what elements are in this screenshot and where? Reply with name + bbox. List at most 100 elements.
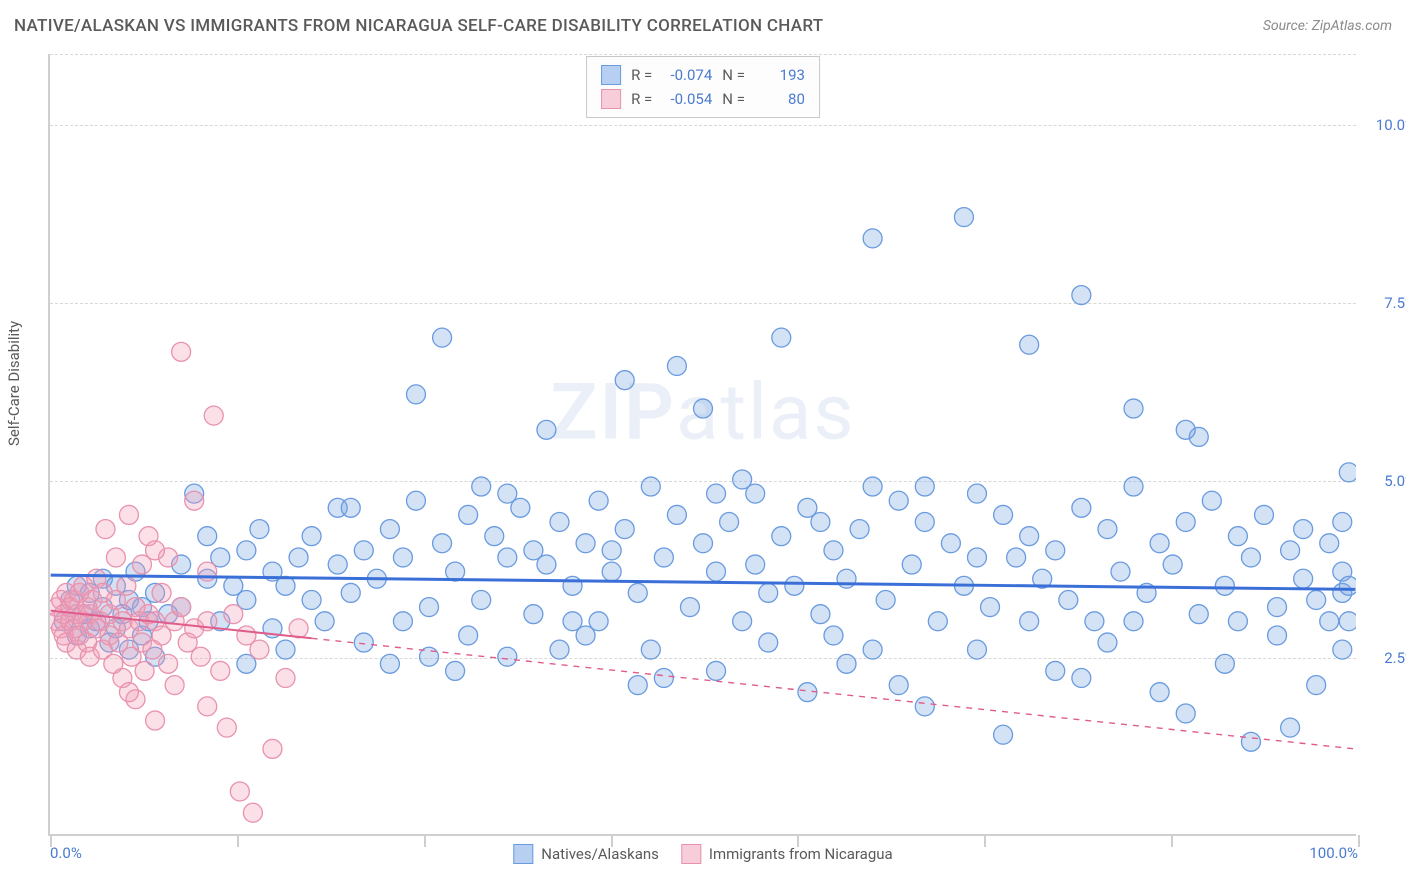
scatter-point (119, 683, 138, 702)
scatter-point (902, 555, 921, 574)
scatter-point (941, 534, 960, 553)
scatter-point (459, 505, 478, 524)
x-axis-label: 100.0% (1308, 844, 1358, 862)
scatter-point (772, 527, 791, 546)
scatter-point (393, 548, 412, 567)
scatter-point (654, 669, 673, 688)
scatter-point (119, 505, 138, 524)
scatter-point (263, 739, 282, 758)
scatter-point (498, 548, 517, 567)
source-name: ZipAtlas.com (1312, 18, 1392, 34)
scatter-point (393, 612, 412, 631)
scatter-point (915, 477, 934, 496)
x-tick (237, 835, 239, 847)
y-axis-title: Self-Care Disability (5, 321, 23, 446)
scatter-point (968, 548, 987, 567)
scatter-point (459, 626, 478, 645)
scatter-point (1215, 654, 1234, 673)
stat-n-value-nicaragua: 80 (755, 87, 805, 111)
x-tick (1171, 835, 1173, 847)
scatter-point (1294, 569, 1313, 588)
scatter-point (602, 562, 621, 581)
scatter-point (1124, 612, 1143, 631)
scatter-point (1150, 683, 1169, 702)
scatter-point (341, 498, 360, 517)
stat-r-label: R = (631, 63, 652, 87)
scatter-point (1020, 612, 1039, 631)
scatter-point (811, 513, 830, 532)
scatter-point (628, 676, 647, 695)
scatter-point (1241, 548, 1260, 567)
scatter-point (928, 612, 947, 631)
scatter-point (615, 371, 634, 390)
scatter-point (589, 491, 608, 510)
scatter-point (191, 647, 210, 666)
scatter-point (1339, 463, 1356, 482)
scatter-point (1124, 399, 1143, 418)
legend-series: Natives/Alaskans Immigrants from Nicarag… (513, 844, 892, 864)
scatter-point (889, 491, 908, 510)
scatter-point (759, 633, 778, 652)
scatter-svg (50, 54, 1356, 834)
scatter-point (1098, 520, 1117, 539)
scatter-point (302, 527, 321, 546)
scatter-point (198, 527, 217, 546)
stat-n-value-natives: 193 (755, 63, 805, 87)
scatter-point (707, 484, 726, 503)
legend-label-nicaragua: Immigrants from Nicaragua (709, 845, 893, 863)
scatter-point (152, 583, 171, 602)
scatter-point (694, 399, 713, 418)
scatter-point (1320, 534, 1339, 553)
scatter-point (289, 548, 308, 567)
scatter-point (563, 576, 582, 595)
scatter-point (243, 803, 262, 822)
scatter-point (1046, 541, 1065, 560)
scatter-point (1163, 555, 1182, 574)
scatter-point (824, 541, 843, 560)
scatter-point (694, 534, 713, 553)
scatter-point (576, 626, 595, 645)
scatter-point (1307, 591, 1326, 610)
scatter-point (1176, 513, 1195, 532)
scatter-point (707, 661, 726, 680)
source-prefix: Source: (1263, 18, 1312, 34)
y-axis-label: 5.0% (1384, 472, 1406, 490)
scatter-point (1268, 626, 1287, 645)
x-axis-label: 0.0% (50, 844, 82, 862)
x-tick (984, 835, 986, 847)
scatter-point (746, 555, 765, 574)
scatter-point (863, 477, 882, 496)
scatter-point (602, 541, 621, 560)
scatter-point (1150, 534, 1169, 553)
scatter-point (1176, 420, 1195, 439)
scatter-point (524, 541, 543, 560)
scatter-point (1320, 612, 1339, 631)
scatter-point (837, 654, 856, 673)
scatter-point (863, 640, 882, 659)
scatter-point (341, 583, 360, 602)
scatter-point (146, 541, 165, 560)
scatter-point (485, 527, 504, 546)
stat-r-label: R = (631, 87, 652, 111)
scatter-point (746, 484, 765, 503)
scatter-point (172, 598, 191, 617)
scatter-point (811, 605, 830, 624)
x-tick (1358, 835, 1360, 847)
scatter-point (472, 477, 491, 496)
scatter-point (772, 328, 791, 347)
scatter-point (446, 661, 465, 680)
scatter-point (96, 520, 115, 539)
legend-stats-row-natives: R = -0.074 N = 193 (601, 63, 805, 87)
trend-line (51, 575, 1356, 589)
scatter-point (198, 697, 217, 716)
y-axis-label: 2.5% (1384, 649, 1406, 667)
swatch-nicaragua (601, 89, 621, 109)
scatter-point (1268, 598, 1287, 617)
scatter-point (117, 576, 136, 595)
scatter-point (641, 477, 660, 496)
y-axis-label: 7.5% (1384, 294, 1406, 312)
scatter-point (204, 406, 223, 425)
scatter-point (289, 619, 308, 638)
legend-stats: R = -0.074 N = 193 R = -0.054 N = 80 (586, 56, 820, 118)
scatter-point (954, 208, 973, 227)
